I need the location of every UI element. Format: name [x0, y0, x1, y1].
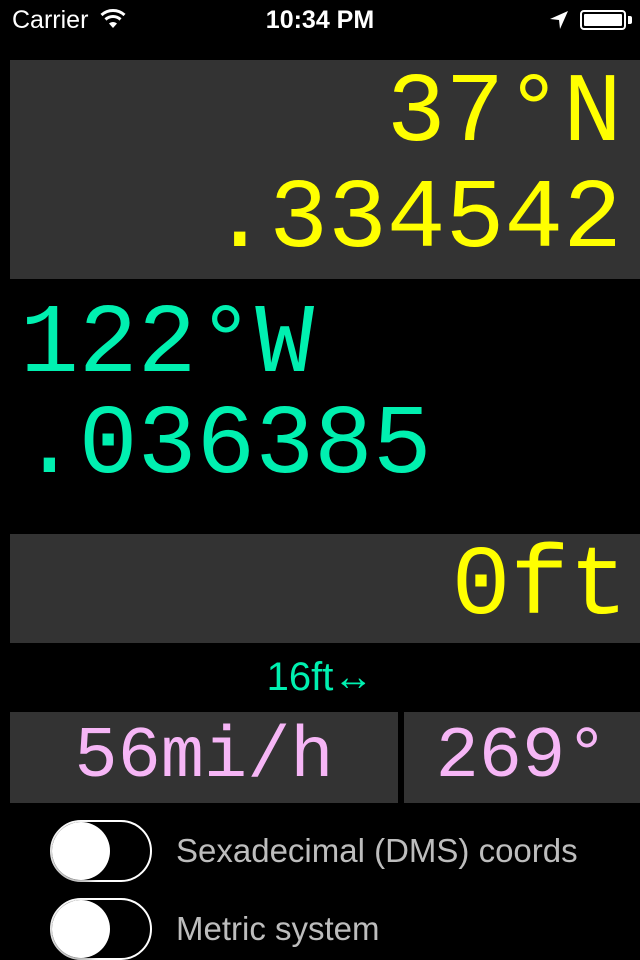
altitude-panel: 0ft — [10, 534, 640, 643]
metric-setting-row: Metric system — [0, 898, 640, 960]
longitude-fraction: .036385 — [20, 391, 432, 502]
wifi-icon — [100, 9, 126, 28]
location-arrow-icon — [550, 11, 568, 29]
altitude-value: 0ft — [451, 532, 628, 643]
speed-panel: 56mi/h — [10, 712, 398, 803]
latitude-fraction: .334542 — [210, 165, 622, 276]
carrier-name: Carrier — [12, 6, 89, 34]
metric-toggle-switch[interactable] — [50, 898, 152, 960]
latitude-panel: 37°N .334542 — [10, 60, 640, 279]
heading-value: 269° — [435, 716, 609, 798]
dms-setting-row: Sexadecimal (DMS) coords — [0, 820, 640, 882]
dms-toggle-knob[interactable] — [52, 822, 110, 880]
speed-value: 56mi/h — [74, 716, 334, 798]
status-bar: Carrier 10:34 PM — [0, 0, 640, 40]
latitude-degrees: 37°N — [386, 59, 622, 170]
metric-toggle-label: Metric system — [176, 910, 380, 947]
heading-panel: 269° — [404, 712, 640, 803]
battery-level — [584, 14, 622, 26]
dms-toggle-switch[interactable] — [50, 820, 152, 882]
dms-toggle-label: Sexadecimal (DMS) coords — [176, 832, 578, 869]
battery-icon — [580, 10, 626, 30]
status-time: 10:34 PM — [265, 6, 375, 34]
accuracy-value: 16ft↔ — [266, 655, 374, 699]
metric-toggle-knob[interactable] — [52, 900, 110, 958]
longitude-degrees: 122°W — [20, 290, 315, 401]
battery-tip — [628, 16, 632, 24]
